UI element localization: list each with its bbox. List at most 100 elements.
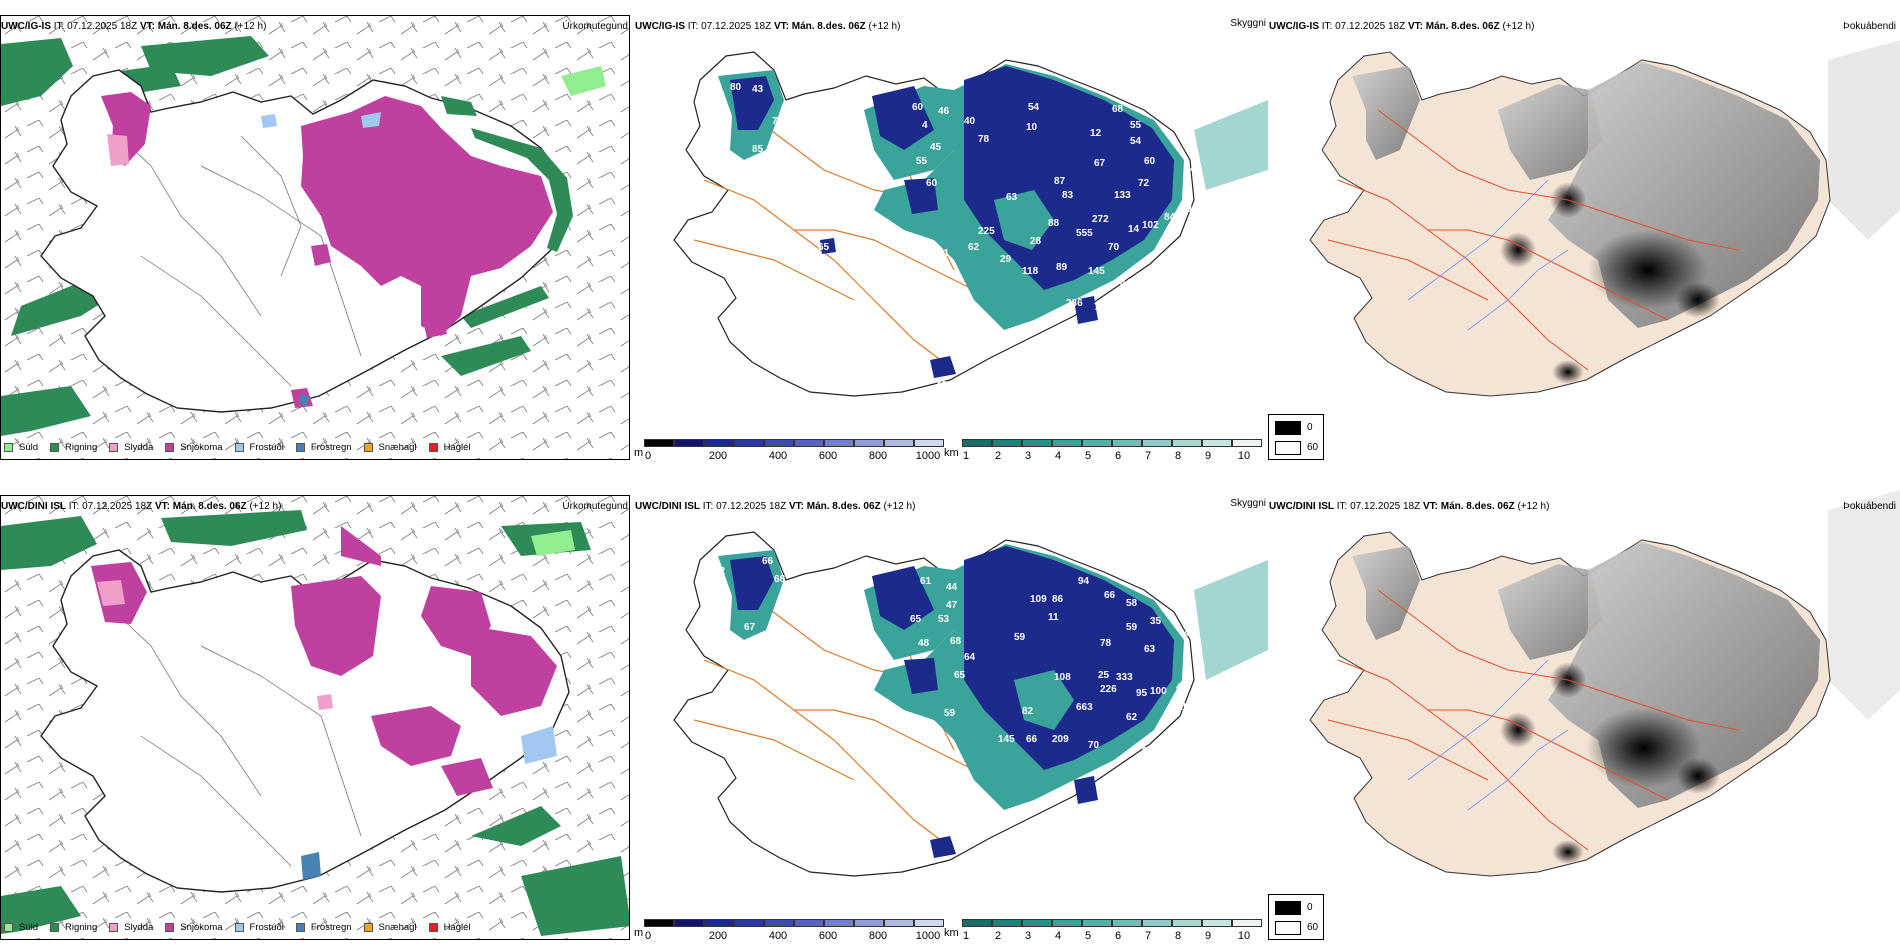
tick-label: 4 (1054, 450, 1062, 462)
legend-item: Snjókoma (165, 922, 223, 933)
rivers (1407, 179, 1569, 331)
rain-area (471, 806, 561, 846)
visibility-label: 61 (920, 576, 932, 587)
fog-indicator-panel: UWC/IG-IS IT: 07.12.2025 18Z VT: Mán. 8.… (1268, 0, 1900, 470)
colorbar-segment (1232, 439, 1262, 447)
visibility-label: 28 (1030, 236, 1042, 247)
legend-item: Frostúði (234, 442, 284, 453)
visibility-label: 108 (1054, 672, 1071, 683)
roads (118, 615, 362, 867)
tick-label: 9 (1204, 450, 1212, 462)
colorbar-segment (854, 439, 884, 447)
panel-variable-name: Þokuábendi (1843, 501, 1896, 512)
colorbar-segment (1202, 919, 1232, 927)
precip-type-panel: UWC/DINI ISL IT: 07.12.2025 18Z VT: Mán.… (0, 480, 632, 950)
visibility-label: 72 (720, 594, 732, 605)
legend-item: Rigning (50, 922, 97, 933)
visibility-label: 41 (1176, 682, 1188, 693)
legend-label: Slydda (124, 441, 154, 453)
fog-legend-value: 0 (1307, 902, 1313, 913)
visibility-label: 226 (1100, 684, 1117, 695)
rivers (1407, 659, 1569, 811)
panel-title: UWC/IG-IS IT: 07.12.2025 18Z VT: Mán. 8.… (1269, 21, 1535, 32)
dense-fog-core (1676, 758, 1720, 794)
fog-legend-swatch (1275, 901, 1301, 915)
tick-label: 600 (818, 930, 838, 942)
panel-variable-name: Úrkomutegund (562, 21, 628, 32)
legend-swatch (109, 922, 119, 932)
visibility-label: 100 (1150, 686, 1167, 697)
visibility-label: 82 (1022, 706, 1034, 717)
precip-legend: Súld Rigning Slydda Snjókoma Frostúði Fr… (4, 918, 483, 936)
precip-map (0, 15, 630, 460)
visibility-label: 65 (818, 242, 830, 253)
visibility-label: 236 (1066, 298, 1083, 309)
snow-area (441, 758, 493, 796)
tick-label: 7 (1144, 930, 1152, 942)
legend-item: Haglél (428, 442, 471, 453)
visibility-map-svg: 64 80 43 70 78 85 90 60 46 40 4 45 55 60… (673, 51, 1268, 397)
legend-label: Frostregn (310, 921, 352, 933)
legend-item: Rigning (50, 442, 97, 453)
tick-label: 200 (708, 930, 728, 942)
fog-legend-value: 60 (1307, 442, 1319, 453)
visibility-label: 63 (1144, 644, 1156, 655)
visibility-label: 35 (1150, 616, 1162, 627)
visibility-label: 80 (730, 82, 742, 93)
visibility-label: 59 (1126, 622, 1138, 633)
colorbar-segment (704, 439, 734, 447)
visibility-label: 84 (1164, 212, 1176, 223)
offshore-fog (1828, 40, 1900, 240)
colorbar-segment (914, 439, 944, 447)
colorbar-segment (884, 439, 914, 447)
colorbar-segment (992, 919, 1022, 927)
tick-label: 3 (1024, 450, 1032, 462)
legend-swatch (428, 922, 438, 932)
visibility-label: 29 (1000, 254, 1012, 265)
visibility-label: 67 (744, 622, 756, 633)
tick-label: 400 (768, 930, 788, 942)
fog-legend-value: 0 (1307, 422, 1313, 433)
frz-rain-area (299, 394, 309, 406)
visibility-label: 88 (1048, 218, 1060, 229)
tick-label: 0 (644, 930, 652, 942)
visibility-label: 78 (1100, 638, 1112, 649)
sleet-area (97, 580, 125, 606)
tick-label: 6 (1114, 930, 1122, 942)
legend-item: Slydda (109, 442, 153, 453)
offshore-low-visibility (1194, 560, 1268, 680)
visibility-label: 53 (938, 614, 950, 625)
colorbar-segment (914, 919, 944, 927)
tick-label: 800 (868, 450, 888, 462)
fog-map-svg (1309, 40, 1900, 397)
colorbar-segment (644, 919, 674, 927)
colorbar-segment (992, 439, 1022, 447)
tick-label: 0 (644, 450, 652, 462)
tick-label: 5 (1084, 930, 1092, 942)
visibility-label: 555 (1076, 228, 1093, 239)
visibility-labels: 64 80 43 70 78 85 90 60 46 40 4 45 55 60… (708, 60, 1202, 391)
colorbar-segment (1142, 439, 1172, 447)
visibility-label: 145 (998, 734, 1015, 745)
rain-area (161, 510, 307, 546)
visibility-label: 66 (1026, 734, 1038, 745)
visibility-label: 59 (944, 708, 956, 719)
legend-item: Haglél (428, 921, 471, 933)
tick-label: 10 (1237, 450, 1251, 462)
dense-fog-core (1676, 282, 1720, 318)
colorbar-segment (644, 439, 674, 447)
panel-variable-name: Skyggni (1230, 498, 1266, 509)
legend-item: Frostregn (295, 442, 352, 453)
visibility-map-svg: 163 62 66 68 72 67 69 61 44 47 65 53 48 … (673, 531, 1268, 877)
legend-label: Haglél (443, 921, 471, 933)
visibility-label: 11 (1048, 612, 1059, 623)
colorbar-segment (824, 439, 854, 447)
road-network (1327, 109, 1739, 371)
visibility-label: 60 (926, 178, 938, 189)
visibility-label: 60 (1064, 338, 1076, 349)
legend-item: Súld (4, 442, 38, 453)
visibility-label: 130 (796, 322, 813, 333)
visibility-label: 68 (950, 636, 962, 647)
visibility-patch (1014, 670, 1074, 730)
visibility-label: 63 (1006, 192, 1018, 203)
